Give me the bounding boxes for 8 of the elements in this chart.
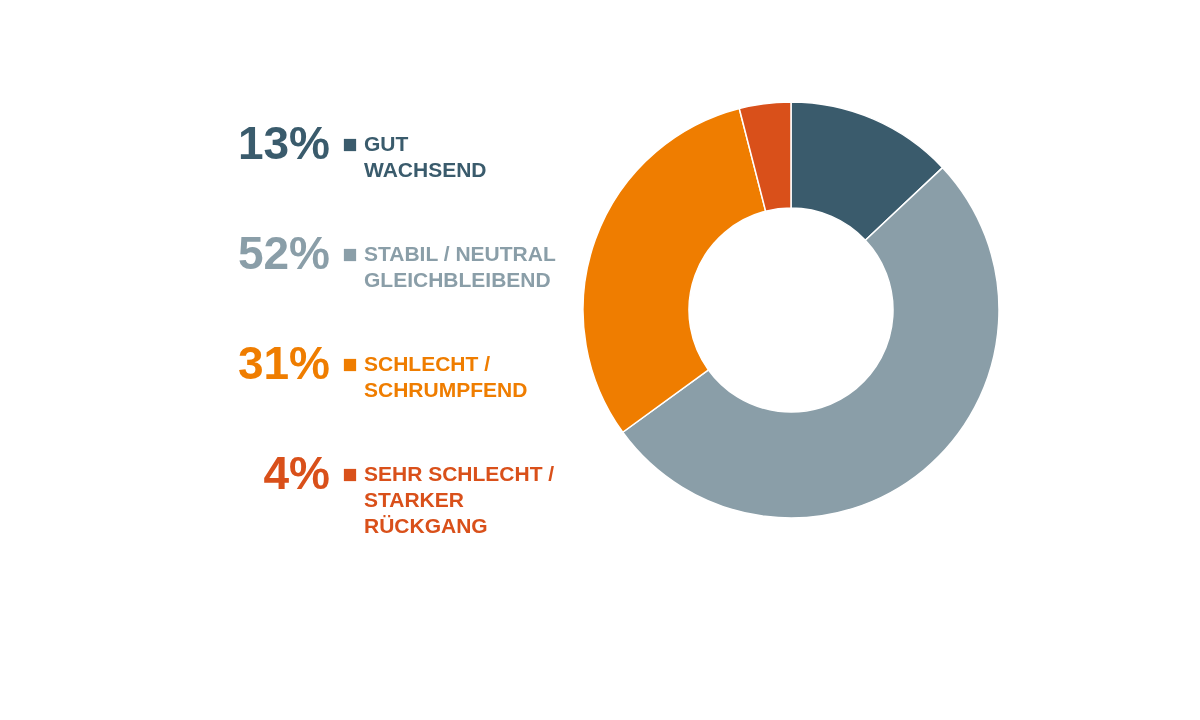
data-label: 52% [237,227,330,279]
data-label: 4% [263,447,330,499]
data-label: 31% [237,337,330,389]
data-label: 13% [237,117,330,169]
legend-label: SCHLECHT / SCHRUMPFEND [364,352,528,401]
legend-label: STABIL / NEUTRAL GLEICHBLEIBEND [364,242,556,291]
legend-label: SEHR SCHLECHT / STARKER RÜCKGANG [364,462,555,537]
legend-label: GUT WACHSEND [364,132,487,181]
